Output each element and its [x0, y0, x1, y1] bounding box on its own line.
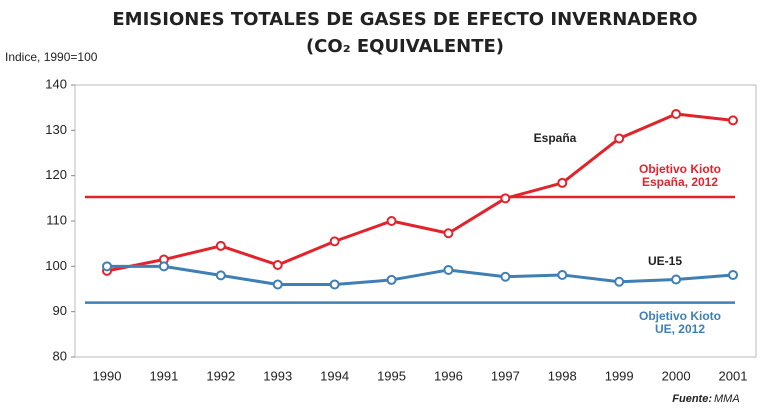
point	[557, 269, 568, 280]
point	[102, 261, 112, 272]
y-tick-label: 90	[53, 303, 67, 318]
y-tick-label: 100	[45, 258, 67, 273]
source-label: Fuente:	[672, 393, 712, 405]
x-tick-label: 2001	[719, 368, 748, 383]
point	[158, 261, 169, 272]
reference-label: Objetivo Kioto	[639, 162, 721, 176]
point	[272, 259, 283, 270]
reference-label: España, 2012	[642, 175, 718, 189]
y-tick-label: 140	[45, 76, 67, 91]
point	[443, 264, 454, 275]
y-tick-label: 80	[53, 348, 67, 363]
point	[614, 276, 625, 287]
point	[443, 228, 454, 239]
point	[557, 177, 568, 188]
y-tick-label: 120	[45, 167, 67, 182]
point	[728, 269, 738, 280]
point	[500, 193, 511, 204]
point	[215, 240, 226, 251]
x-tick-label: 1997	[491, 368, 520, 383]
y-tick-label: 130	[45, 122, 67, 137]
x-tick-label: 1995	[377, 368, 406, 383]
point	[671, 274, 682, 285]
x-tick-label: 1993	[263, 368, 292, 383]
series-line	[107, 264, 734, 286]
point	[614, 133, 625, 144]
point	[671, 109, 682, 120]
x-tick-label: 1996	[434, 368, 463, 383]
point	[500, 271, 511, 282]
x-tick-label: 1990	[93, 368, 122, 383]
point	[386, 216, 397, 226]
x-tick-label: 1999	[605, 368, 634, 383]
series-label: UE-15	[648, 254, 682, 268]
point	[272, 279, 283, 290]
series-line	[106, 112, 734, 273]
series-label: España	[534, 131, 577, 145]
x-tick-label: 1998	[548, 368, 577, 383]
y-axis-label: Indice, 1990=100	[5, 50, 98, 64]
plot-area	[74, 84, 757, 358]
point	[329, 279, 340, 290]
source: MMA	[714, 393, 740, 405]
point	[215, 270, 226, 281]
reference-label: UE, 2012	[655, 322, 705, 336]
chart-title: EMISIONES TOTALES DE GASES DE EFECTO INV…	[112, 9, 697, 30]
chart-title: (CO₂ EQUIVALENTE)	[306, 36, 504, 57]
x-tick-label: 1992	[206, 368, 235, 383]
point	[728, 115, 738, 126]
y-tick-label: 110	[46, 212, 67, 227]
x-tick-label: 2000	[662, 368, 691, 383]
point	[386, 274, 397, 285]
point	[329, 236, 340, 247]
reference-label: Objetivo Kioto	[639, 309, 721, 323]
x-tick-label: 1994	[320, 368, 349, 383]
x-tick-label: 1991	[149, 368, 178, 383]
